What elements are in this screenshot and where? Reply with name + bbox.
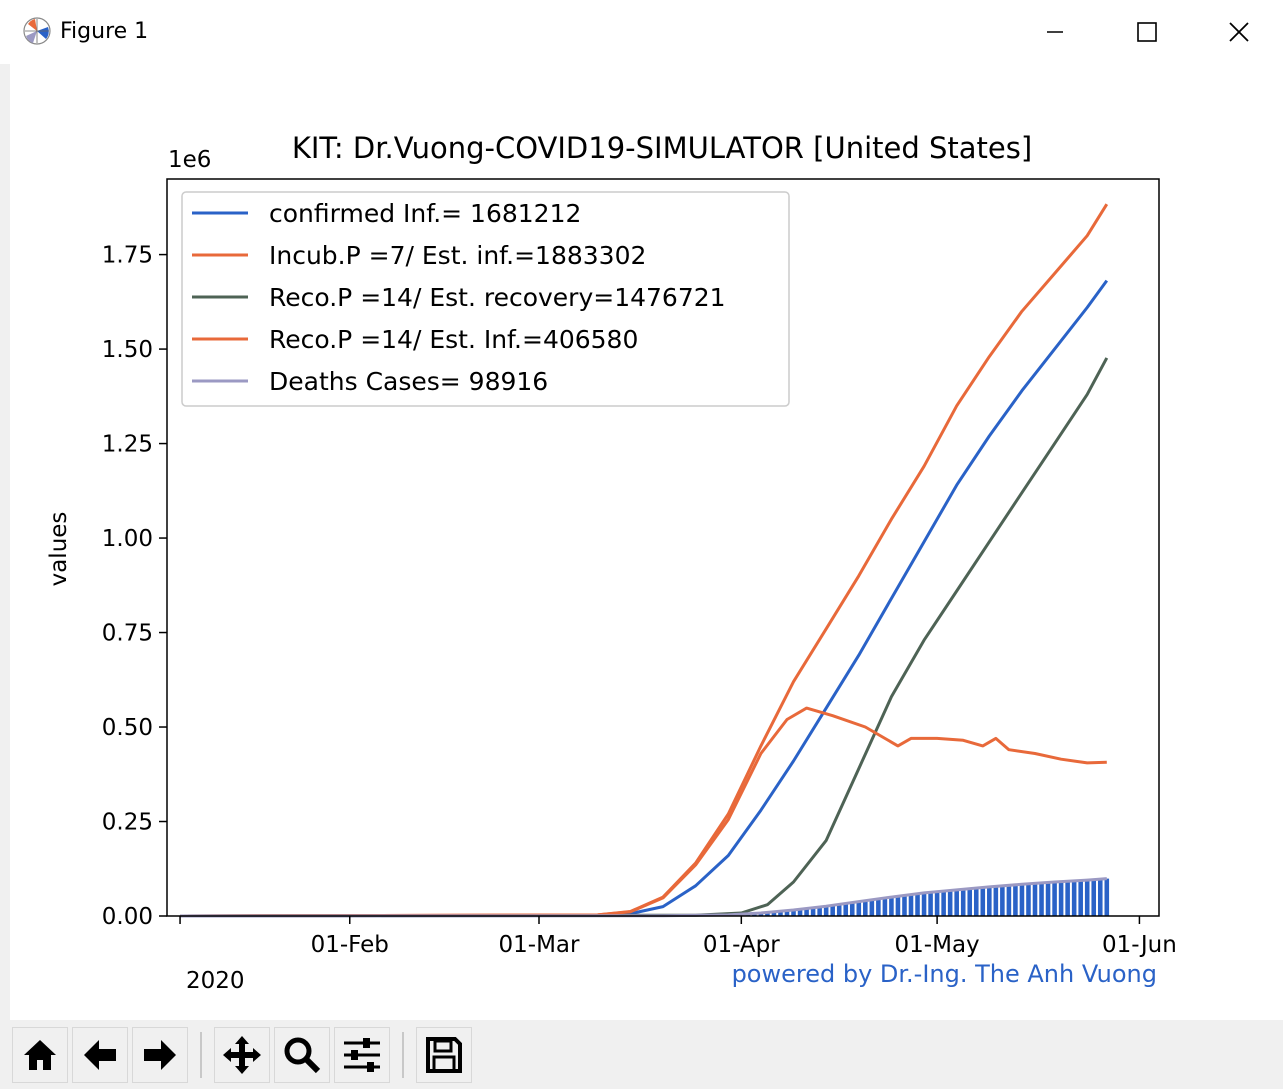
navigation-toolbar xyxy=(0,1020,1283,1089)
death-bar xyxy=(1013,885,1018,916)
death-bar xyxy=(915,894,920,916)
death-bar xyxy=(1059,881,1064,916)
y-tick-label: 0.25 xyxy=(102,810,153,836)
forward-icon xyxy=(140,1035,180,1075)
death-bar xyxy=(928,893,933,916)
death-bar xyxy=(1007,886,1012,916)
death-bar xyxy=(883,898,888,916)
y-tick-label: 1.25 xyxy=(102,432,153,458)
close-icon xyxy=(1228,21,1250,43)
death-bar xyxy=(1000,887,1005,916)
forward-button[interactable] xyxy=(132,1027,188,1083)
death-bar xyxy=(902,896,907,916)
death-bar xyxy=(1026,884,1031,916)
x-tick-label: 01-Apr xyxy=(703,932,780,958)
death-bar xyxy=(1078,880,1083,916)
x-tick-label: 01-May xyxy=(895,932,980,958)
death-bar xyxy=(1085,880,1090,916)
close-button[interactable] xyxy=(1194,0,1283,64)
death-bar xyxy=(1046,883,1051,916)
death-bar xyxy=(1033,884,1038,916)
death-bar xyxy=(1039,883,1044,916)
figure-canvas: KIT: Dr.Vuong-COVID19-SIMULATOR [United … xyxy=(10,64,1283,1020)
death-bar xyxy=(1098,879,1103,916)
y-tick-label: 0.75 xyxy=(102,621,153,647)
death-bar xyxy=(850,903,855,916)
home-button[interactable] xyxy=(12,1027,68,1083)
death-bar xyxy=(935,892,940,916)
death-bar xyxy=(863,901,868,916)
pan-button[interactable] xyxy=(214,1027,270,1083)
minimize-icon xyxy=(1045,22,1065,42)
death-bar xyxy=(1020,885,1025,916)
legend-label: Deaths Cases= 98916 xyxy=(269,367,548,396)
legend-label: Incub.P =7/ Est. inf.=1883302 xyxy=(269,241,646,270)
maximize-icon xyxy=(1136,21,1158,43)
left-window-edge xyxy=(0,0,10,1089)
y-tick-label: 0.50 xyxy=(102,715,153,741)
x-tick-label: 01-Jun xyxy=(1102,932,1177,958)
window-titlebar: Figure 1 xyxy=(0,0,1283,64)
death-bar xyxy=(941,892,946,916)
toolbar-separator xyxy=(402,1032,404,1078)
death-bar xyxy=(843,904,848,916)
death-bar xyxy=(909,895,914,916)
death-bar xyxy=(1072,880,1077,916)
y-tick-label: 1.00 xyxy=(102,526,153,552)
subplots-button[interactable] xyxy=(334,1027,390,1083)
series-line-3 xyxy=(180,358,1107,916)
maximize-button[interactable] xyxy=(1102,0,1192,64)
pan-icon xyxy=(221,1034,263,1076)
legend-label: confirmed Inf.= 1681212 xyxy=(269,199,581,228)
minimize-button[interactable] xyxy=(1010,0,1100,64)
death-bar xyxy=(876,899,881,916)
home-icon xyxy=(20,1035,60,1075)
subplots-icon xyxy=(341,1035,383,1075)
death-bar xyxy=(994,887,999,916)
zoom-icon xyxy=(282,1035,322,1075)
death-bar xyxy=(870,900,875,916)
zoom-button[interactable] xyxy=(274,1027,330,1083)
death-bar xyxy=(837,905,842,916)
series-line-4 xyxy=(180,708,1107,916)
matplotlib-icon xyxy=(22,16,52,46)
credit-text: powered by Dr.-Ing. The Anh Vuong xyxy=(732,960,1157,988)
year-label: 2020 xyxy=(186,968,245,994)
y-tick-label: 1.75 xyxy=(102,243,153,269)
y-tick-label: 1.50 xyxy=(102,337,153,363)
death-bar xyxy=(896,896,901,916)
chart-title: KIT: Dr.Vuong-COVID19-SIMULATOR [United … xyxy=(292,131,1032,165)
legend-label: Reco.P =14/ Est. recovery=1476721 xyxy=(269,283,726,312)
death-bar xyxy=(974,889,979,916)
death-bar xyxy=(981,888,986,916)
death-bar xyxy=(961,890,966,916)
x-tick-label: 01-Mar xyxy=(499,932,581,958)
death-bar xyxy=(1091,879,1096,916)
legend-label: Reco.P =14/ Est. Inf.=406580 xyxy=(269,325,638,354)
toolbar-separator xyxy=(200,1032,202,1078)
death-bar xyxy=(987,888,992,916)
y-tick-label: 0.00 xyxy=(102,904,153,930)
x-tick-label: 01-Feb xyxy=(311,932,389,958)
death-bar xyxy=(948,891,953,916)
window-title: Figure 1 xyxy=(60,19,148,44)
death-bar xyxy=(889,897,894,916)
save-button[interactable] xyxy=(416,1027,472,1083)
death-bar xyxy=(954,890,959,916)
death-bar xyxy=(922,893,927,916)
back-button[interactable] xyxy=(72,1027,128,1083)
y-offset-label: 1e6 xyxy=(168,147,211,173)
death-bar xyxy=(1065,881,1070,916)
back-icon xyxy=(80,1035,120,1075)
covid-chart: KIT: Dr.Vuong-COVID19-SIMULATOR [United … xyxy=(10,64,1283,1020)
death-bar xyxy=(1105,879,1110,916)
death-bar xyxy=(857,902,862,916)
death-bar xyxy=(967,889,972,916)
save-icon xyxy=(424,1035,464,1075)
death-bar xyxy=(1052,882,1057,916)
y-axis-label: values xyxy=(46,512,72,587)
